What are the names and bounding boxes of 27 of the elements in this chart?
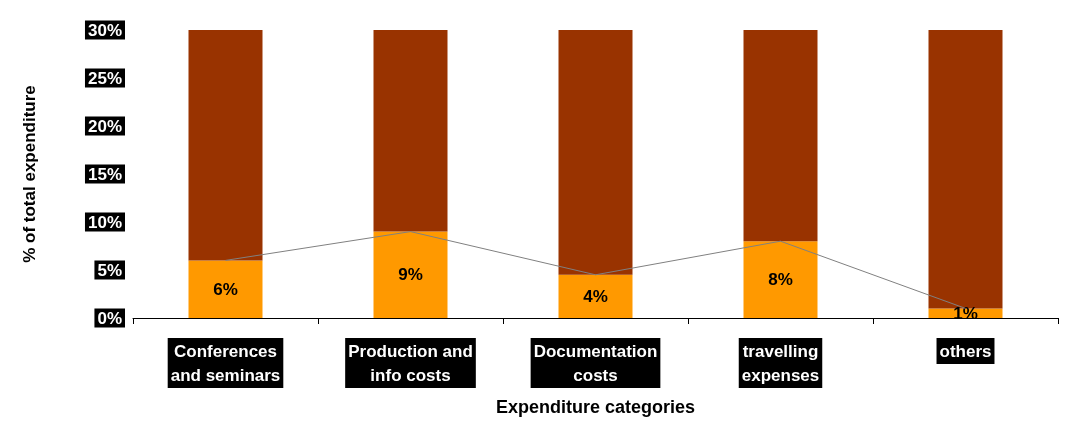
bar xyxy=(188,30,263,261)
y-tick-label: 25% xyxy=(87,68,122,88)
data-label: 6% xyxy=(213,279,238,299)
bar xyxy=(373,231,448,318)
y-axis-title: % of total expenditure xyxy=(20,85,39,263)
x-tick-label: Production and info costs xyxy=(348,341,473,385)
y-tick-label: 10% xyxy=(87,212,122,232)
y-tick-label: 15% xyxy=(87,164,122,184)
bar xyxy=(558,274,633,318)
x-axis-title: Expenditure categories xyxy=(495,397,696,417)
bar xyxy=(743,241,818,318)
bar xyxy=(743,30,818,242)
bar xyxy=(373,30,448,232)
data-label: 8% xyxy=(768,270,793,290)
bar xyxy=(558,30,633,275)
x-tick-label: Documentation costs xyxy=(533,341,658,385)
x-tick-label: others xyxy=(939,341,992,361)
data-label: 4% xyxy=(583,286,608,306)
data-label: 9% xyxy=(398,265,423,285)
bar xyxy=(188,260,263,318)
y-tick-label: 0% xyxy=(97,308,122,328)
y-tick-label: 5% xyxy=(97,260,122,280)
y-tick-label: 30% xyxy=(87,20,122,40)
y-tick-label: 20% xyxy=(87,116,122,136)
x-tick-label: travelling expenses xyxy=(741,341,820,385)
x-tick-label: Conferences and seminars xyxy=(170,341,281,385)
bar xyxy=(928,30,1003,309)
